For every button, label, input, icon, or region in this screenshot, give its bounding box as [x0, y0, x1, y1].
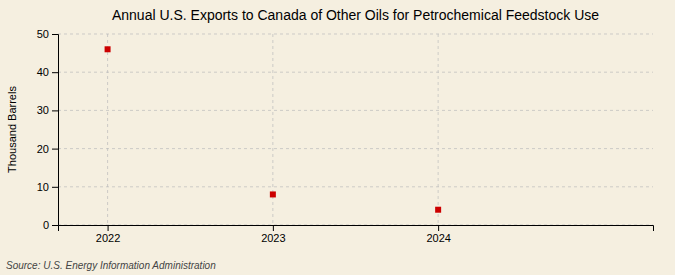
y-tick: 30	[37, 104, 58, 116]
x-tick-mark	[108, 225, 109, 231]
y-grid-line	[58, 148, 653, 149]
y-tick-label: 10	[37, 181, 49, 193]
y-tick-label: 40	[37, 66, 49, 78]
x-tick-label: 2023	[261, 232, 285, 244]
point	[435, 207, 441, 213]
x-grid-line	[438, 34, 439, 225]
y-tick: 50	[37, 28, 58, 40]
y-tick-mark	[52, 187, 58, 188]
y-tick-label: 0	[43, 219, 49, 231]
title: Annual U.S. Exports to Canada of Other O…	[112, 7, 599, 23]
y-grid-line	[58, 34, 653, 35]
x-tick-label: 2022	[96, 232, 120, 244]
y-grid-line	[58, 186, 653, 187]
y-tick: 0	[43, 219, 58, 231]
y-tick-mark	[52, 110, 58, 111]
y-tick-label: 20	[37, 143, 49, 155]
x-axis: 2022 2023 2024	[59, 225, 654, 244]
y-grid-line	[58, 110, 653, 111]
chart: 2022 2023 2024 0 10 20 30 40 50 Annual U.S. Expor…	[0, 0, 675, 275]
y-tick-mark	[52, 149, 58, 150]
y-tick: 10	[37, 181, 58, 193]
x-tick: 2024	[426, 225, 450, 244]
x-tick-label: 2024	[426, 232, 450, 244]
points	[105, 46, 442, 212]
y-grid-line	[58, 72, 653, 73]
y-tick-label: 50	[37, 28, 49, 40]
y-axis-label: Thousand Barrels	[6, 86, 18, 173]
x-tick-mark	[273, 225, 274, 231]
y-axis-line	[52, 35, 59, 226]
plot: 2022 2023 2024 0 10 20 30 40 50	[37, 28, 654, 244]
grid	[58, 34, 653, 225]
point	[105, 46, 111, 52]
x-grid-line	[107, 34, 108, 225]
y-tick-mark	[52, 72, 58, 73]
y-tick-mark	[52, 225, 58, 226]
x-tick: 2023	[261, 225, 285, 244]
y-axis: 0 10 20 30 40 50	[37, 28, 59, 231]
x-tick-mark	[438, 225, 439, 231]
y-tick: 40	[37, 66, 58, 78]
point	[270, 191, 276, 197]
annotation: Source: U.S. Energy Information Administ…	[6, 260, 216, 271]
x-tick: 2022	[96, 225, 120, 244]
y-tick: 20	[37, 143, 58, 155]
x-axis-line	[59, 226, 654, 232]
y-tick-label: 30	[37, 104, 49, 116]
y-tick-mark	[52, 34, 58, 35]
